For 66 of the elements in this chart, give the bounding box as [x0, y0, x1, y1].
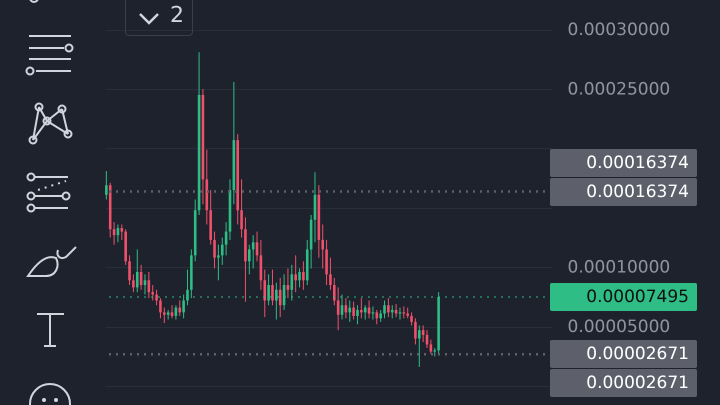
y-tick-label: 0.00010000 [568, 258, 670, 278]
candlestick [426, 330, 428, 348]
candlestick [140, 264, 142, 290]
candlestick [286, 268, 290, 299]
candlestick [105, 170, 108, 200]
candlestick [360, 298, 363, 319]
candlestick [418, 324, 421, 368]
candlestick [144, 274, 146, 296]
text: 0.00016374 [550, 148, 697, 177]
candlestick [387, 298, 390, 318]
candlestick [182, 294, 185, 319]
candlestick [430, 339, 432, 354]
candlestick [220, 237, 224, 266]
candlestick [298, 268, 301, 288]
candlestick [256, 231, 258, 262]
candlestick [375, 309, 378, 325]
ref-line-label: 0.00002671 [550, 340, 697, 368]
candlestick [321, 224, 324, 269]
candlestick [422, 324, 424, 343]
candlestick [302, 260, 305, 290]
candlestick [332, 277, 336, 306]
y-tick-label: 0.00025000 [568, 80, 670, 100]
candlestick [352, 301, 355, 320]
candlestick [116, 224, 120, 243]
candlestick [379, 309, 382, 322]
candlestick [128, 254, 131, 286]
candlestick [294, 254, 297, 293]
candlestick [252, 234, 254, 269]
candlestick [136, 248, 139, 293]
candlestick [271, 269, 274, 306]
candlestick [178, 300, 182, 316]
candlestick [120, 224, 124, 240]
candlestick [132, 274, 135, 293]
candlestick [344, 298, 348, 319]
candlestick [240, 178, 243, 238]
candlestick [364, 304, 367, 320]
candlestick [406, 307, 409, 319]
candlestick [159, 298, 162, 319]
candlestick [248, 244, 251, 275]
candlestick [112, 222, 116, 246]
candlestick [224, 222, 228, 256]
candlestick [414, 318, 417, 345]
candlestick [336, 286, 340, 331]
y-tick-label: 0.00030000 [568, 20, 670, 40]
candlestick [148, 271, 150, 299]
candlestick [174, 304, 178, 320]
candlestick [278, 277, 282, 318]
candlestick [151, 284, 154, 301]
ref-line-label: 0.00007495 [550, 282, 697, 311]
candlestick [368, 300, 370, 319]
candlestick [348, 300, 352, 322]
candlestick [398, 307, 402, 320]
candlestick [155, 289, 158, 306]
candlestick [383, 300, 386, 319]
candlestick [410, 312, 413, 326]
text: 0.00002671 [550, 369, 697, 398]
candlestick [394, 304, 398, 318]
candlestick [263, 269, 266, 318]
candlestick [213, 231, 216, 269]
y-tick-label: 0.00005000 [568, 317, 670, 338]
candlestick [329, 257, 332, 290]
candlestick [356, 304, 359, 325]
candlestick [170, 304, 174, 319]
candlestick [390, 304, 394, 319]
ref-line-label: 0.00016374 [550, 178, 697, 206]
annotation: 2 [170, 3, 184, 28]
